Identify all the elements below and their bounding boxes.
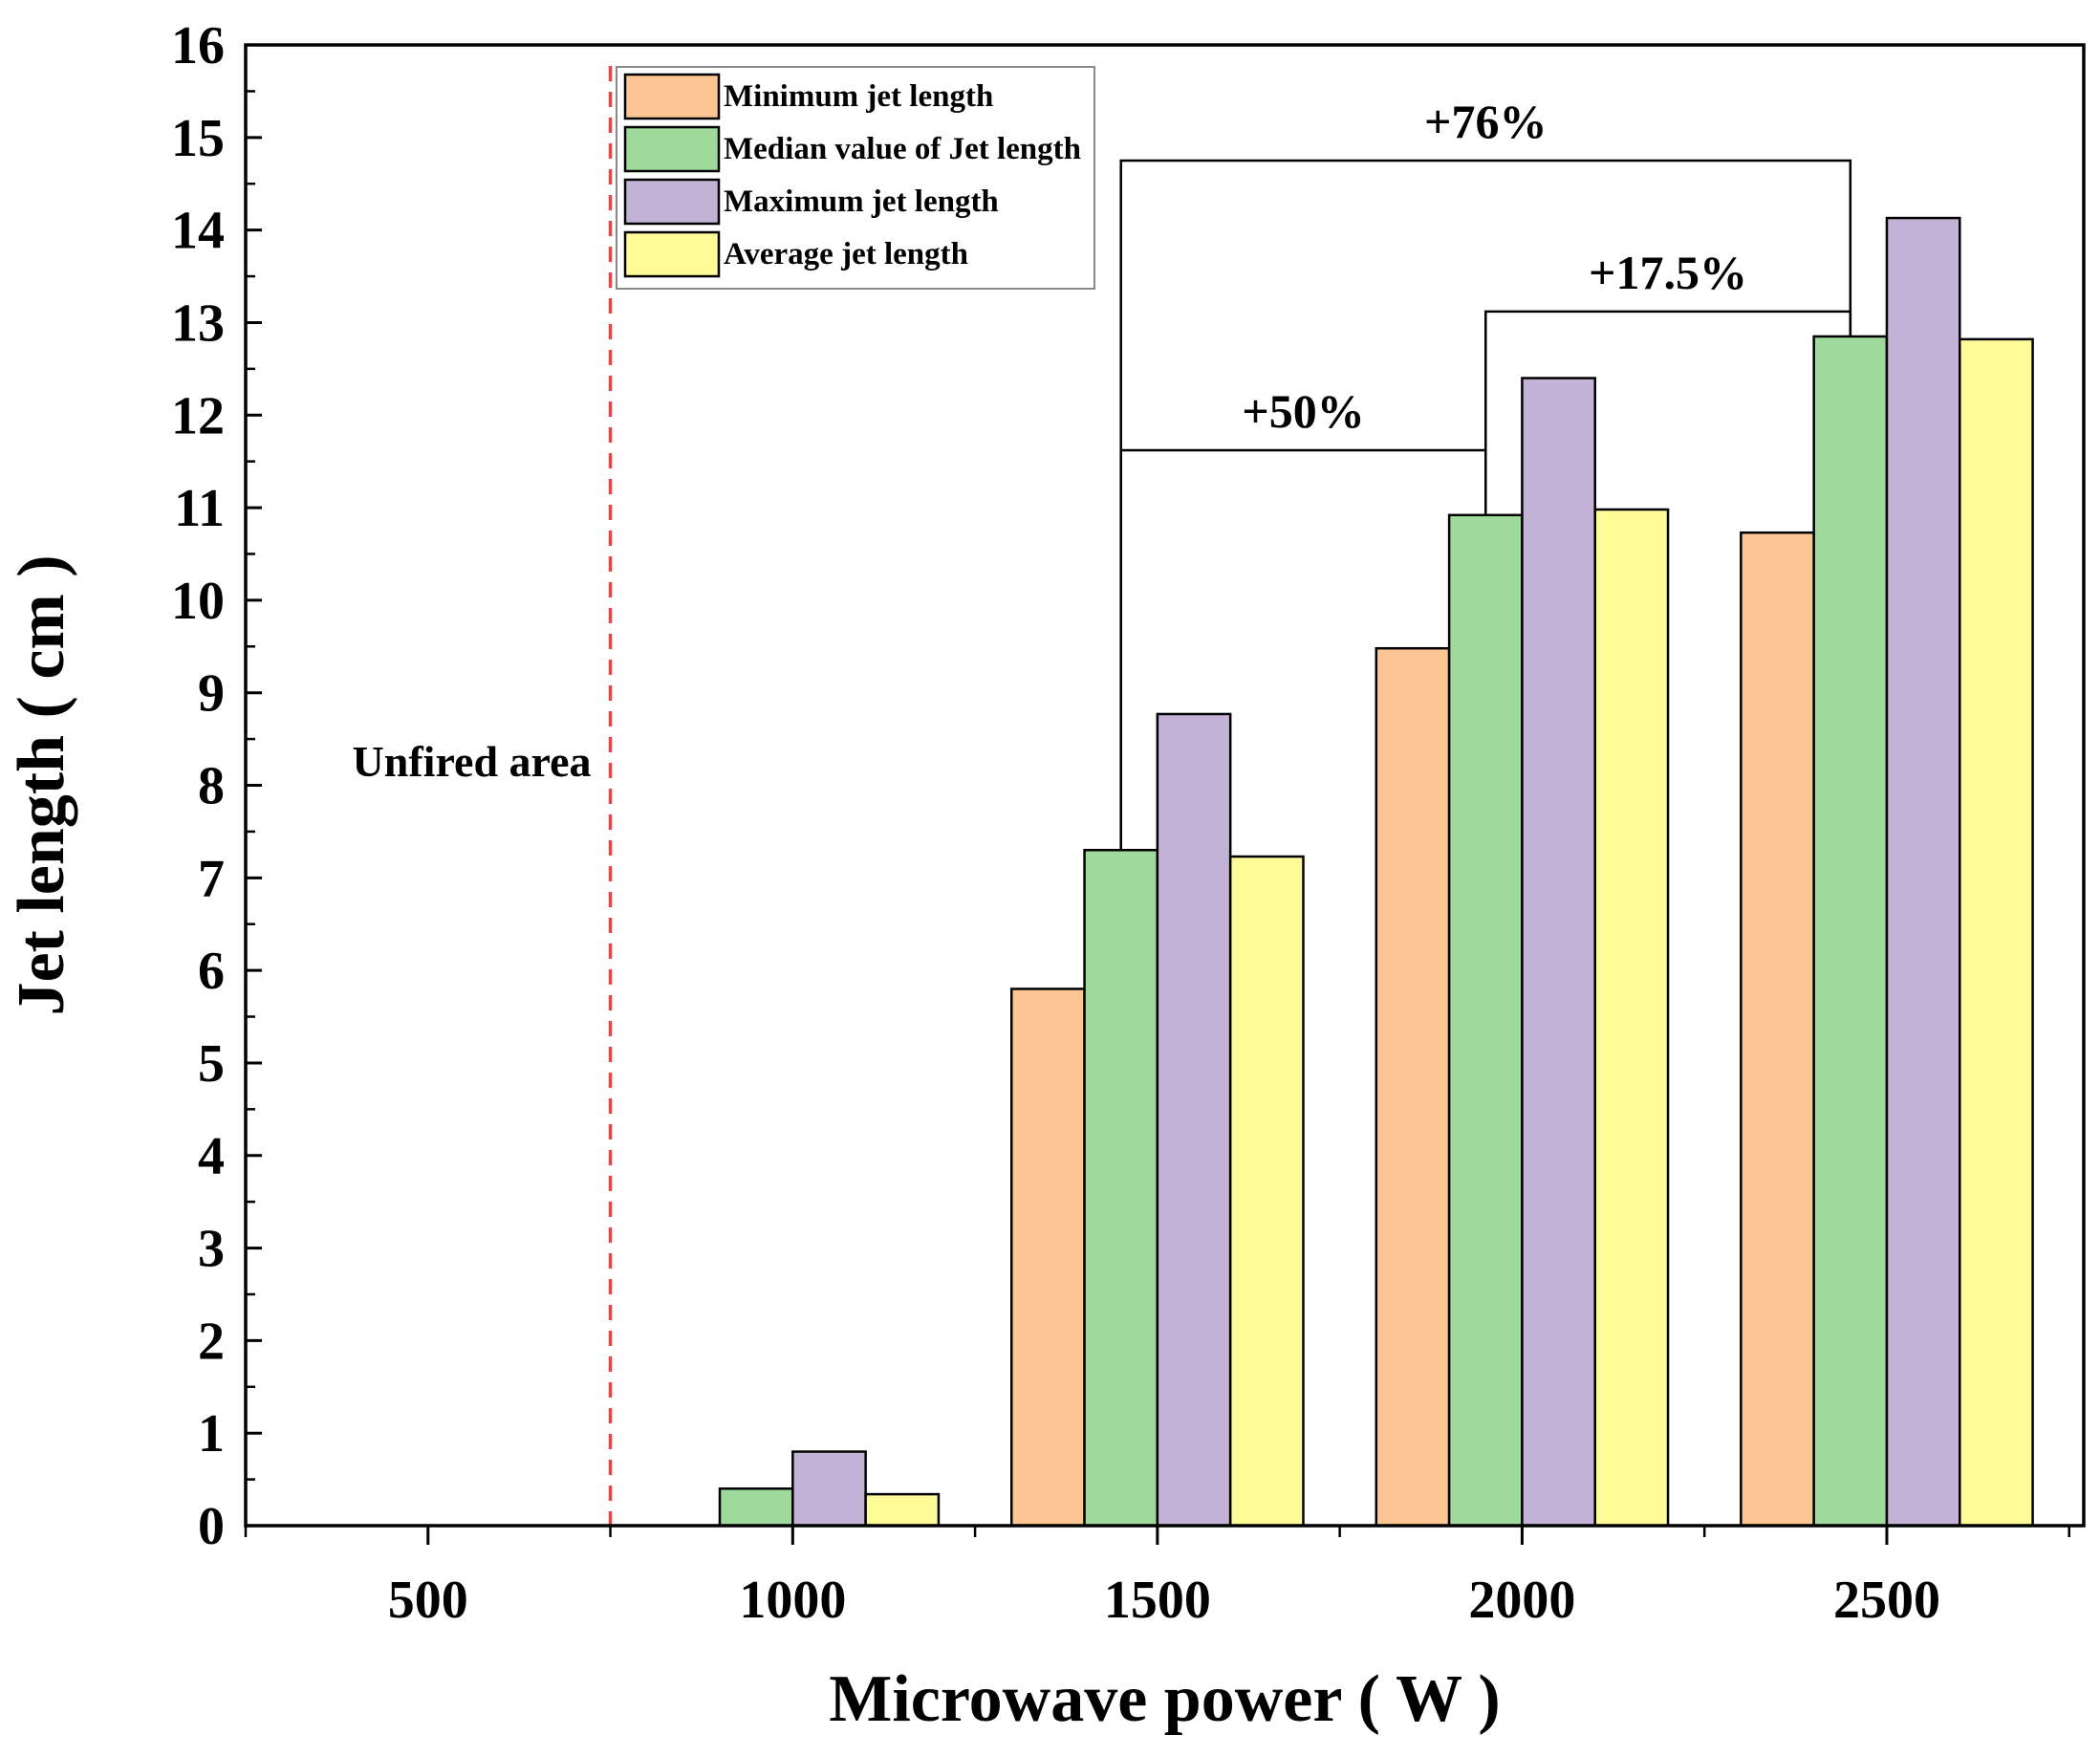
annotation-bracket-3 bbox=[1119, 448, 1487, 851]
y-tick-label: 3 bbox=[198, 1220, 225, 1279]
y-tick-label: 8 bbox=[198, 757, 225, 816]
bar-4-2500 bbox=[1959, 337, 2034, 1528]
legend-label-2: Median value of Jet length bbox=[724, 132, 1081, 166]
bar-3-1500 bbox=[1156, 712, 1232, 1528]
y-tick-label: 5 bbox=[198, 1034, 225, 1094]
y-tick-label: 13 bbox=[171, 293, 225, 353]
y-axis-title: Jet length ( cm ) bbox=[5, 554, 78, 1015]
bar-4-2000 bbox=[1593, 508, 1670, 1528]
bar-4-1000 bbox=[864, 1492, 941, 1528]
annotation-label-2: +17.5% bbox=[1589, 246, 1747, 299]
x-axis-title: Microwave power ( W ) bbox=[829, 1662, 1500, 1736]
bar-3-1000 bbox=[791, 1450, 867, 1528]
y-tick-label: 11 bbox=[174, 479, 225, 538]
y-tick-label: 10 bbox=[171, 572, 225, 631]
y-tick-label: 16 bbox=[171, 16, 225, 76]
bar-1-2000 bbox=[1375, 646, 1451, 1528]
x-tick-label: 500 bbox=[388, 1571, 468, 1630]
annotation-label-3: +50% bbox=[1242, 384, 1365, 438]
y-tick-label: 0 bbox=[198, 1497, 225, 1556]
annotation-label-1: +76% bbox=[1424, 95, 1548, 148]
bar-1-1500 bbox=[1010, 987, 1086, 1528]
legend-swatch-4 bbox=[623, 230, 721, 278]
legend-label-4: Average jet length bbox=[724, 237, 968, 271]
legend-swatch-2 bbox=[623, 125, 721, 173]
bar-2-1000 bbox=[718, 1487, 794, 1528]
bar-2-2500 bbox=[1812, 335, 1889, 1528]
legend-label-3: Maximum jet length bbox=[724, 184, 999, 219]
bar-1-2500 bbox=[1740, 531, 1815, 1528]
y-tick-label: 6 bbox=[198, 942, 225, 1001]
bar-4-1500 bbox=[1228, 855, 1305, 1528]
bar-3-2000 bbox=[1521, 377, 1596, 1528]
legend-swatch-3 bbox=[623, 178, 721, 226]
y-tick-label: 7 bbox=[198, 849, 225, 908]
y-tick-label: 12 bbox=[171, 386, 225, 445]
bar-3-2500 bbox=[1885, 216, 1961, 1528]
y-tick-label: 2 bbox=[198, 1312, 225, 1371]
unfired-area-label: Unfired area bbox=[353, 737, 592, 786]
bar-2-1500 bbox=[1083, 849, 1159, 1528]
y-tick-label: 9 bbox=[198, 664, 225, 724]
y-tick-label: 14 bbox=[171, 202, 225, 261]
y-tick-label: 15 bbox=[171, 109, 225, 168]
x-tick-label: 2500 bbox=[1833, 1571, 1940, 1630]
x-tick-label: 1500 bbox=[1104, 1571, 1211, 1630]
x-tick-label: 2000 bbox=[1468, 1571, 1575, 1630]
bar-2-2000 bbox=[1447, 513, 1524, 1528]
annotation-bracket-2 bbox=[1484, 310, 1852, 515]
y-tick-label: 4 bbox=[198, 1127, 225, 1186]
legend-label-1: Minimum jet length bbox=[724, 79, 993, 114]
y-tick-label: 1 bbox=[198, 1404, 225, 1464]
x-tick-label: 1000 bbox=[739, 1571, 846, 1630]
legend-swatch-1 bbox=[623, 73, 721, 120]
